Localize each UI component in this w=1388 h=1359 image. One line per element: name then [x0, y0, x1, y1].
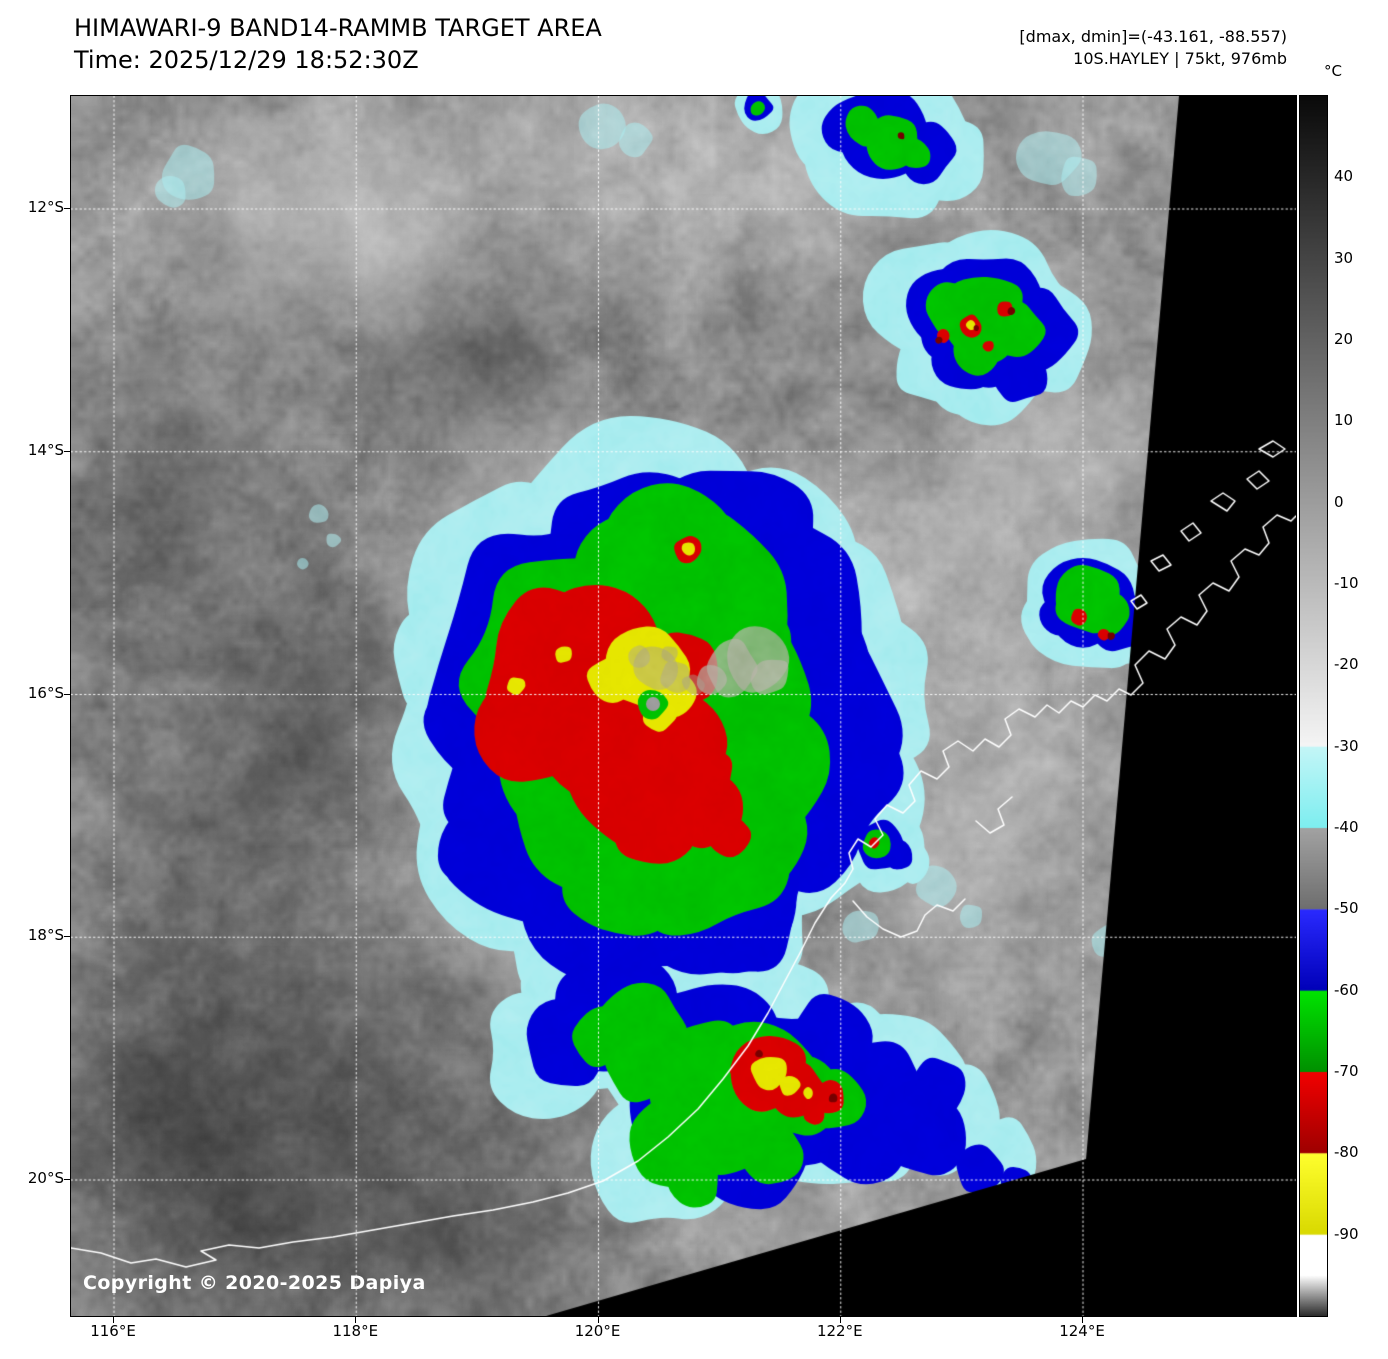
colorbar-tick-label: -60: [1334, 980, 1359, 999]
colorbar-canvas: [1300, 96, 1327, 1316]
satellite-image-canvas: [71, 96, 1296, 1316]
temperature-colorbar: [1299, 95, 1328, 1317]
colorbar-tick-label: -50: [1334, 899, 1359, 918]
colorbar-unit-label: °C: [1324, 62, 1342, 80]
storm-info-readout: 10S.HAYLEY | 75kt, 976mb: [1073, 49, 1287, 68]
lat-label: 20°S: [27, 1169, 64, 1187]
lon-tick: [597, 1317, 599, 1323]
colorbar-tick-label: -10: [1334, 574, 1359, 592]
header-right: [dmax, dmin]=(-43.161, -88.557) 10S.HAYL…: [1019, 26, 1287, 70]
lon-label: 120°E: [574, 1322, 621, 1340]
colorbar-tick-label: 0: [1334, 492, 1344, 511]
lon-label: 124°E: [1059, 1322, 1105, 1340]
header-left: HIMAWARI-9 BAND14-RAMMB TARGET AREA Time…: [74, 12, 602, 76]
colorbar-tick-label: -90: [1334, 1224, 1359, 1243]
lat-label: 18°S: [27, 926, 64, 945]
lon-tick: [839, 1317, 841, 1323]
colorbar-tick-label: -30: [1334, 736, 1359, 755]
colorbar-tick-label: 40: [1334, 167, 1354, 186]
colorbar-tick-label: 20: [1334, 330, 1354, 348]
colorbar-tick-label: 10: [1334, 411, 1354, 430]
colorbar-tick-label: -40: [1334, 818, 1359, 836]
lon-label: 116°E: [90, 1322, 136, 1340]
lon-tick: [1082, 1317, 1083, 1323]
lat-label: 14°S: [27, 440, 64, 459]
colorbar-tick-label: 30: [1334, 248, 1354, 267]
lon-tick: [355, 1317, 357, 1323]
lat-tick: [64, 208, 70, 209]
lat-tick: [64, 936, 70, 938]
product-title: HIMAWARI-9 BAND14-RAMMB TARGET AREA: [74, 14, 602, 42]
lat-tick: [64, 1179, 70, 1180]
map-frame: Copyright © 2020-2025 Dapiya: [70, 95, 1297, 1317]
lat-label: 12°S: [27, 198, 64, 216]
lon-label: 118°E: [332, 1322, 379, 1340]
lon-label: 122°E: [816, 1322, 863, 1340]
lon-tick: [113, 1317, 114, 1323]
lat-tick: [64, 693, 70, 695]
colorbar-tick-label: -20: [1334, 655, 1359, 674]
lat-tick: [64, 450, 70, 452]
lat-label: 16°S: [27, 683, 64, 702]
copyright-label: Copyright © 2020-2025 Dapiya: [83, 1272, 426, 1294]
dmax-dmin-readout: [dmax, dmin]=(-43.161, -88.557): [1019, 27, 1287, 46]
colorbar-tick-label: -80: [1334, 1143, 1359, 1162]
colorbar-tick-label: -70: [1334, 1062, 1359, 1080]
product-time: Time: 2025/12/29 18:52:30Z: [74, 46, 419, 74]
